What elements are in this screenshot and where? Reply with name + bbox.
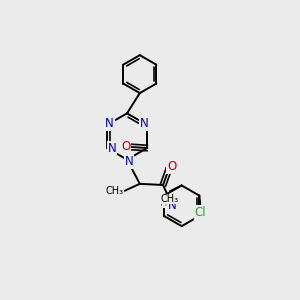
- Text: N: N: [105, 117, 114, 130]
- Text: CH₃: CH₃: [105, 187, 124, 196]
- Text: O: O: [167, 160, 176, 173]
- Text: H: H: [160, 198, 167, 208]
- Text: CH₃: CH₃: [161, 194, 179, 204]
- Text: O: O: [121, 140, 130, 153]
- Text: N: N: [124, 155, 133, 168]
- Text: N: N: [108, 142, 116, 154]
- Text: N: N: [140, 117, 149, 130]
- Text: Cl: Cl: [195, 206, 206, 219]
- Text: N: N: [168, 199, 177, 212]
